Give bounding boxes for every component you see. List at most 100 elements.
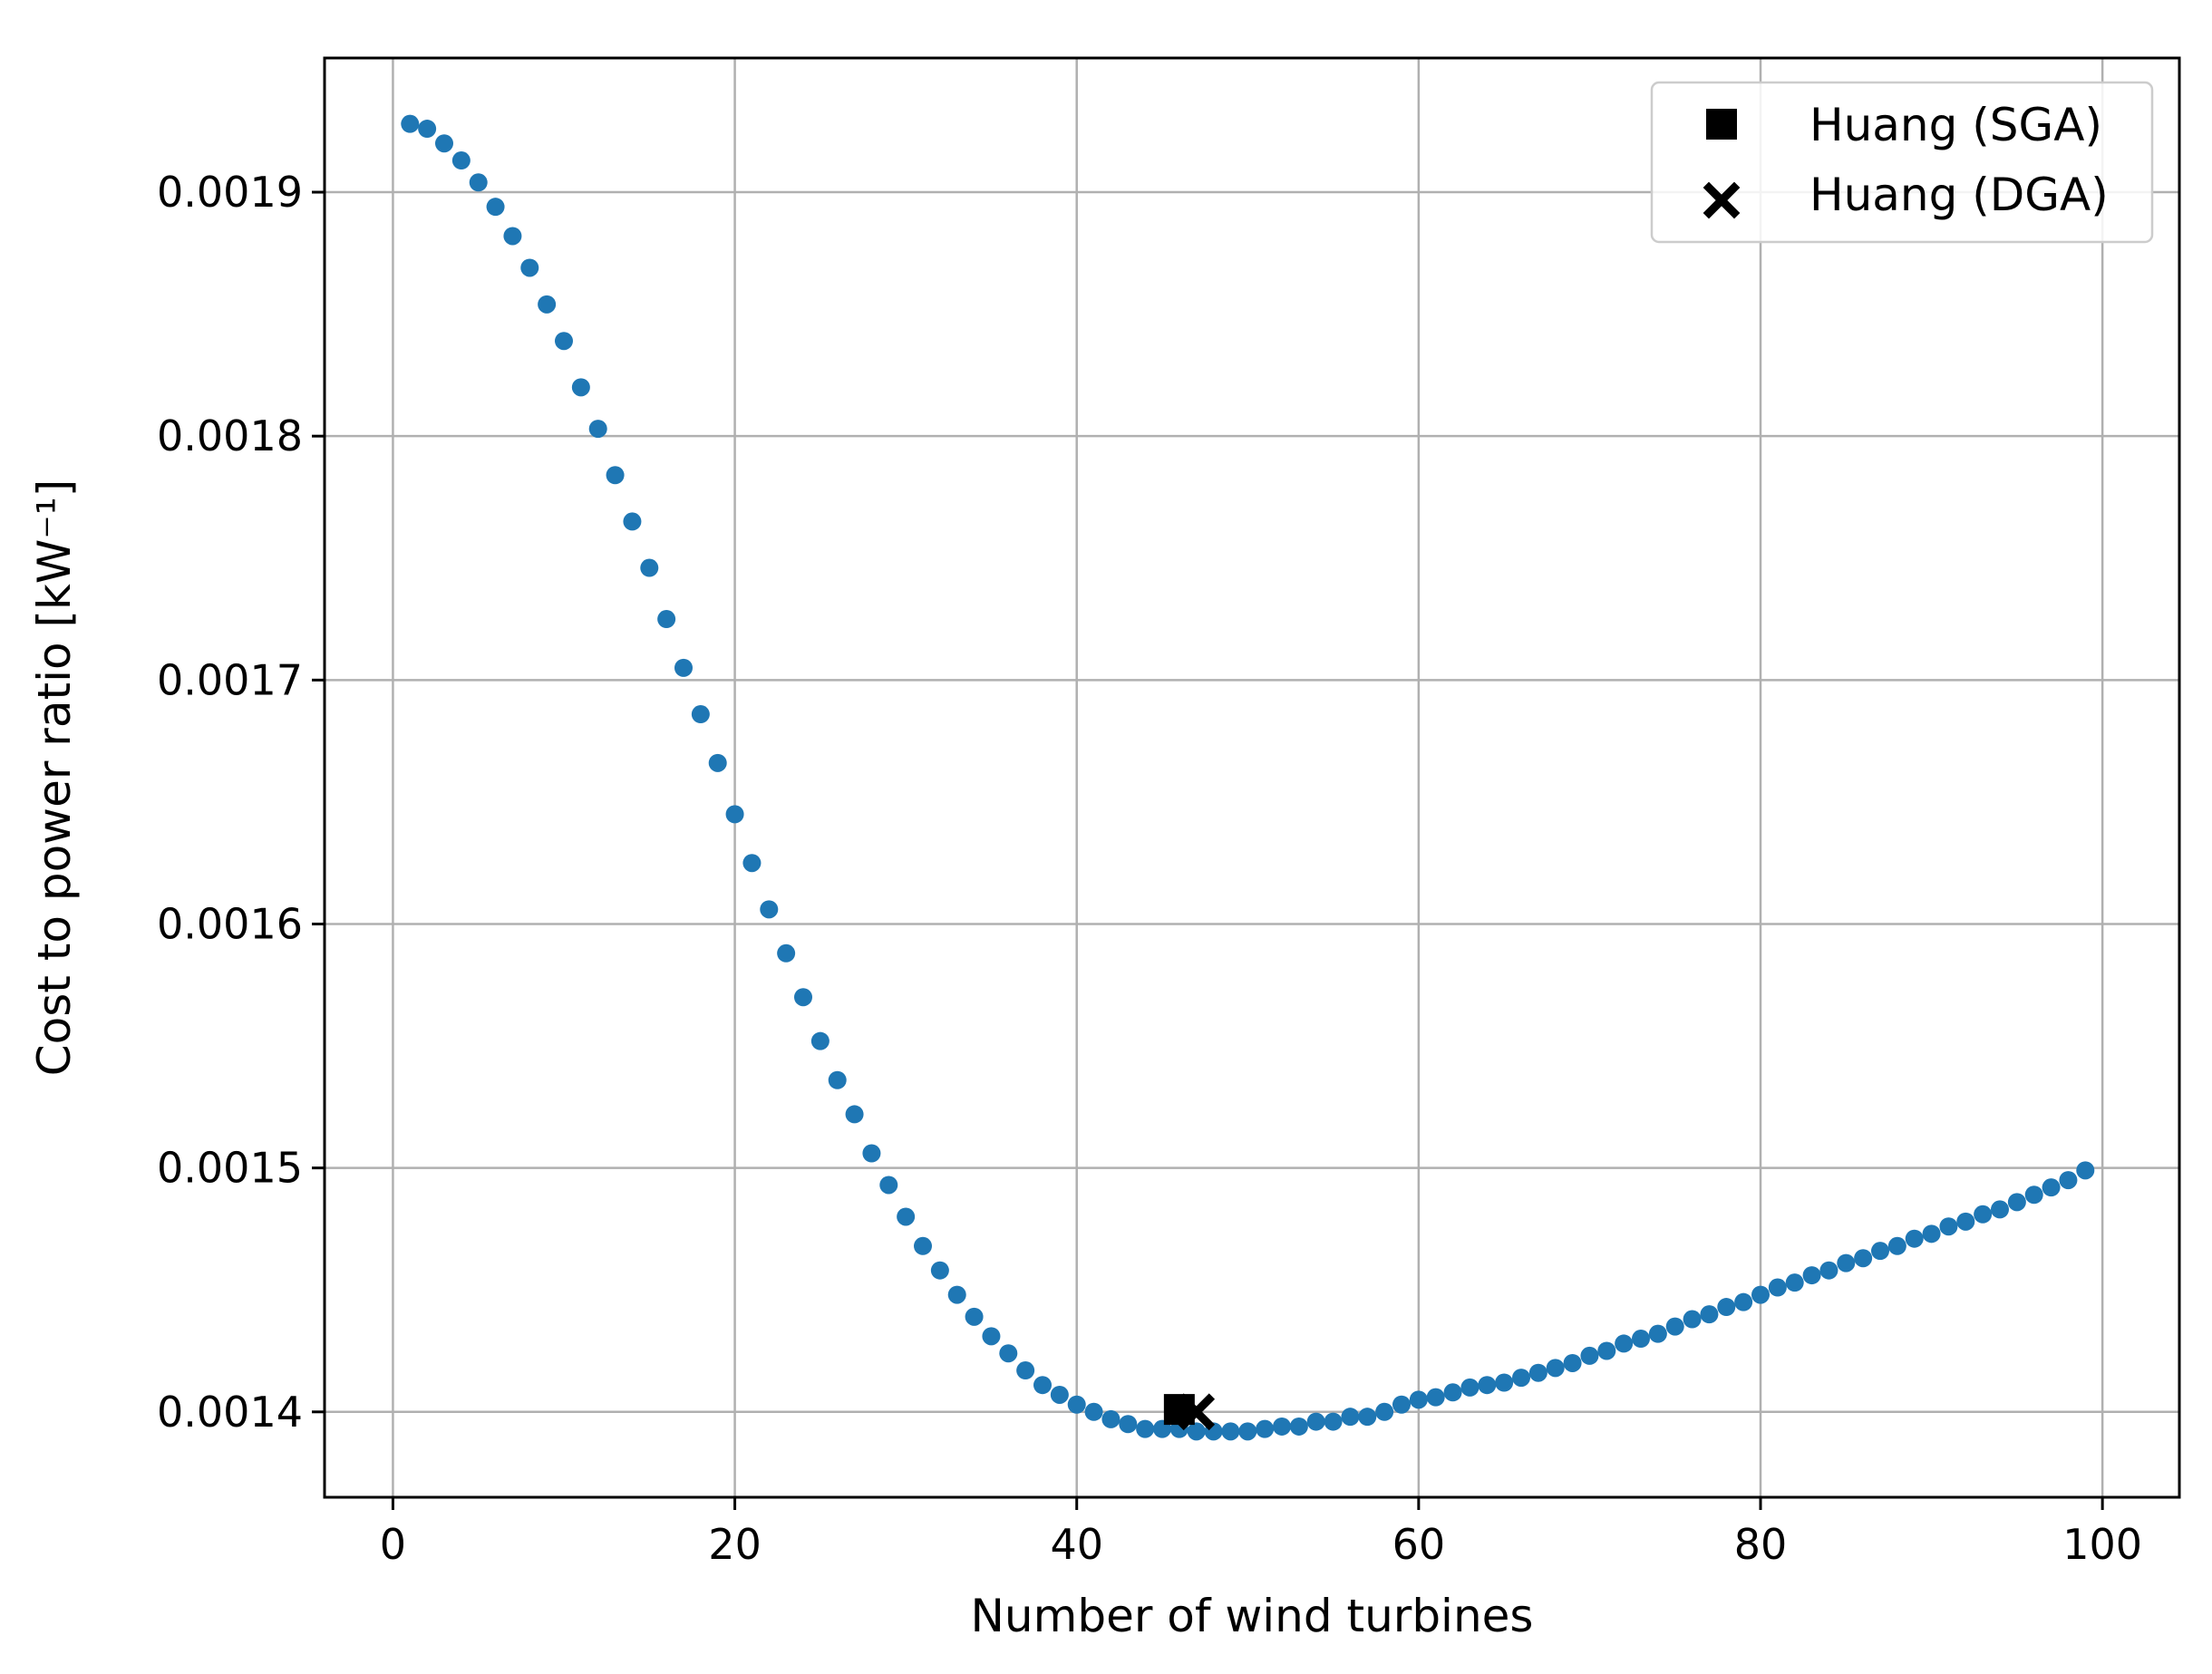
data-point xyxy=(1837,1253,1856,1272)
data-point xyxy=(1922,1224,1941,1243)
data-point xyxy=(1905,1229,1924,1248)
data-point xyxy=(1785,1273,1804,1292)
data-point xyxy=(555,332,573,351)
highlight-markers xyxy=(1163,1393,1216,1431)
legend-frame xyxy=(1650,81,2154,244)
data-point xyxy=(1478,1376,1497,1395)
data-point xyxy=(1033,1376,1052,1395)
data-point xyxy=(1341,1408,1360,1427)
data-point xyxy=(1751,1285,1770,1304)
y-tick-label: 0.0019 xyxy=(157,168,303,217)
data-point xyxy=(469,173,488,192)
data-point xyxy=(828,1070,847,1089)
y-tick-label: 0.0015 xyxy=(157,1144,303,1193)
data-point xyxy=(1819,1261,1838,1280)
data-point xyxy=(418,120,437,139)
data-point xyxy=(1187,1422,1206,1441)
data-point xyxy=(1683,1310,1702,1329)
data-point xyxy=(1119,1415,1138,1434)
data-point xyxy=(1460,1378,1480,1397)
data-point xyxy=(1956,1212,1975,1231)
data-point xyxy=(708,753,727,772)
data-point xyxy=(1665,1317,1684,1336)
data-point xyxy=(930,1261,949,1280)
data-point xyxy=(588,420,607,439)
data-point xyxy=(1136,1419,1155,1438)
y-tick-label: 0.0018 xyxy=(157,411,303,460)
data-point xyxy=(947,1285,966,1304)
data-point xyxy=(691,705,710,724)
data-point xyxy=(1563,1353,1582,1372)
data-point xyxy=(623,512,642,531)
data-point xyxy=(1067,1395,1086,1414)
y-axis-label: Cost to power ratio [kW⁻¹] xyxy=(28,479,81,1077)
data-point xyxy=(1580,1346,1599,1365)
x-tick-label: 100 xyxy=(2062,1520,2142,1569)
data-point xyxy=(760,900,779,919)
data-point xyxy=(777,943,796,963)
data-point xyxy=(657,610,676,629)
data-point xyxy=(2059,1171,2078,1190)
data-point xyxy=(640,558,659,577)
data-point xyxy=(1324,1412,1343,1431)
plot-frame xyxy=(323,56,2181,1499)
data-point xyxy=(1546,1359,1565,1378)
data-point xyxy=(1648,1324,1667,1343)
data-point xyxy=(1392,1395,1411,1414)
data-point xyxy=(1289,1417,1308,1436)
data-point xyxy=(486,198,505,217)
data-point xyxy=(914,1236,932,1255)
data-point xyxy=(1615,1334,1634,1353)
data-point xyxy=(1358,1408,1377,1427)
y-tick-label: 0.0014 xyxy=(157,1388,303,1437)
x-axis-label: Number of wind turbines xyxy=(971,1590,1534,1642)
data-point xyxy=(2024,1185,2043,1205)
data-point xyxy=(1306,1412,1325,1431)
data-point xyxy=(1528,1363,1547,1382)
legend-sga-marker xyxy=(1706,109,1737,140)
data-point xyxy=(1717,1298,1736,1317)
data-point xyxy=(520,258,539,277)
data-point xyxy=(1221,1422,1240,1441)
data-point xyxy=(725,805,744,824)
legend-sga-label: Huang (SGA) xyxy=(1809,99,2102,151)
data-points xyxy=(401,114,2095,1441)
grid xyxy=(325,58,2179,1497)
data-point xyxy=(742,854,762,873)
data-point xyxy=(810,1031,830,1050)
data-point xyxy=(1974,1205,1993,1224)
legend-dga-marker xyxy=(1703,181,1741,219)
data-point xyxy=(2076,1161,2095,1180)
data-point xyxy=(1734,1292,1753,1311)
y-tick-label: 0.0016 xyxy=(157,899,303,948)
data-point xyxy=(401,114,420,133)
data-point xyxy=(897,1207,916,1226)
data-point xyxy=(1495,1373,1514,1392)
data-point xyxy=(1700,1305,1719,1324)
dga-marker xyxy=(1178,1393,1216,1431)
data-point xyxy=(435,134,453,153)
data-point xyxy=(1597,1341,1616,1360)
x-tick-label: 80 xyxy=(1734,1520,1788,1569)
data-point xyxy=(794,988,812,1007)
legend: Huang (SGA) Huang (DGA) xyxy=(1650,81,2154,244)
data-point xyxy=(2007,1193,2026,1212)
x-tick-label: 60 xyxy=(1392,1520,1446,1569)
data-point xyxy=(982,1327,1001,1346)
data-point xyxy=(1375,1402,1394,1421)
data-point xyxy=(1768,1278,1787,1297)
data-point xyxy=(1426,1388,1445,1407)
data-point xyxy=(1887,1236,1906,1255)
data-point xyxy=(1939,1217,1958,1236)
data-point xyxy=(1050,1385,1069,1404)
data-point xyxy=(1632,1330,1650,1349)
legend-dga-label: Huang (DGA) xyxy=(1809,169,2109,221)
data-point xyxy=(1409,1390,1428,1409)
data-point xyxy=(1443,1383,1462,1402)
data-point xyxy=(1256,1419,1275,1438)
data-point xyxy=(571,378,590,397)
data-point xyxy=(1273,1417,1291,1436)
y-tick-label: 0.0017 xyxy=(157,655,303,704)
x-tick-label: 40 xyxy=(1050,1520,1103,1569)
